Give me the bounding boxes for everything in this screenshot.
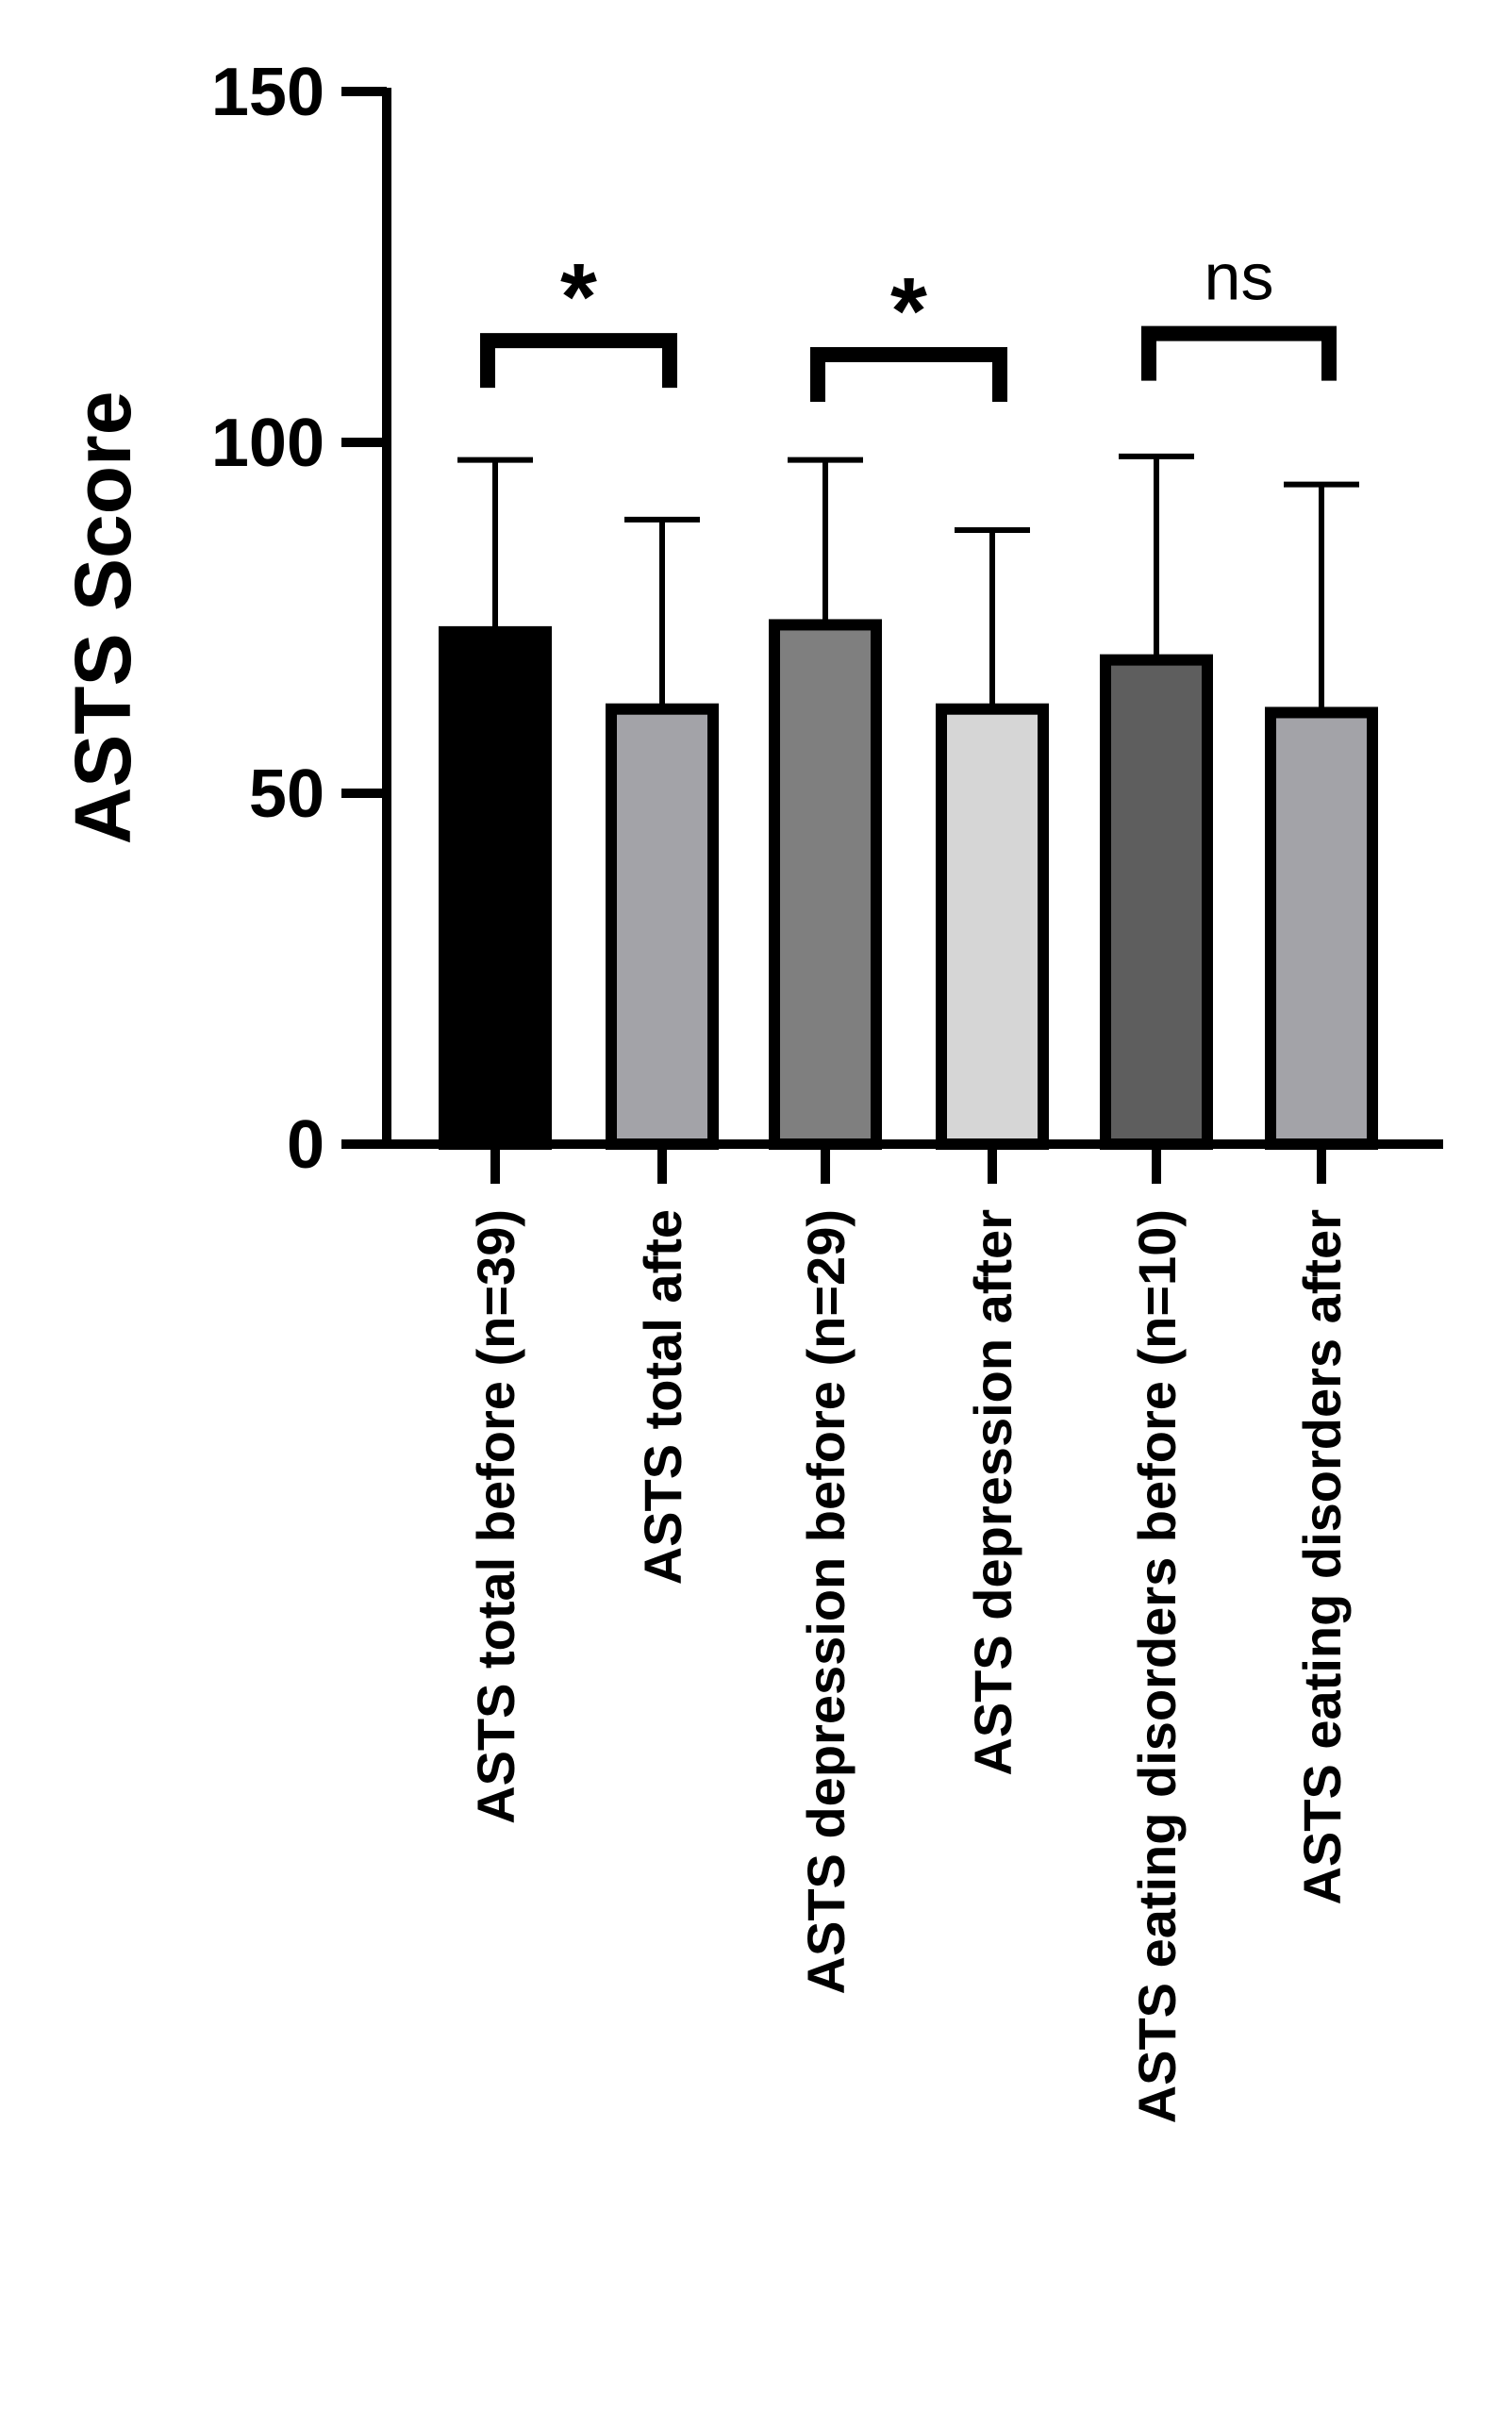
significance-label: * bbox=[560, 244, 597, 350]
significance-bracket bbox=[480, 333, 677, 389]
x-category-label: ASTS total before (n=39) bbox=[466, 1209, 525, 1824]
significance-label: * bbox=[890, 258, 927, 364]
y-tick-label: 0 bbox=[287, 1107, 324, 1183]
significance-label: ns bbox=[1205, 241, 1274, 314]
bar bbox=[769, 619, 882, 1150]
x-category-label: ASTS depression after bbox=[963, 1209, 1022, 1776]
bar bbox=[1265, 706, 1378, 1150]
significance-brackets: * * ns bbox=[480, 241, 1337, 402]
y-tick-label: 100 bbox=[211, 406, 324, 481]
y-tick-label: 150 bbox=[211, 55, 324, 130]
y-tick-label: 50 bbox=[249, 756, 324, 832]
x-axis: ASTS total before (n=39) ASTS total afte A… bbox=[341, 1139, 1443, 2123]
bar bbox=[936, 703, 1049, 1150]
x-category-label: ASTS eating disorders before (n=10) bbox=[1127, 1209, 1187, 2123]
x-category-label: ASTS total afte bbox=[633, 1209, 692, 1585]
bar bbox=[606, 703, 719, 1150]
y-axis: 0 50 100 150 bbox=[211, 55, 391, 1183]
bar bbox=[1100, 654, 1213, 1150]
x-category-label: ASTS depression before (n=29) bbox=[796, 1209, 856, 1994]
bars bbox=[439, 453, 1378, 1150]
y-axis-title: ASTS Score bbox=[58, 391, 147, 845]
x-category-label: ASTS eating disorders after bbox=[1292, 1209, 1352, 1905]
bar bbox=[439, 625, 552, 1150]
significance-bracket bbox=[1141, 325, 1337, 381]
significance-bracket bbox=[810, 347, 1007, 402]
